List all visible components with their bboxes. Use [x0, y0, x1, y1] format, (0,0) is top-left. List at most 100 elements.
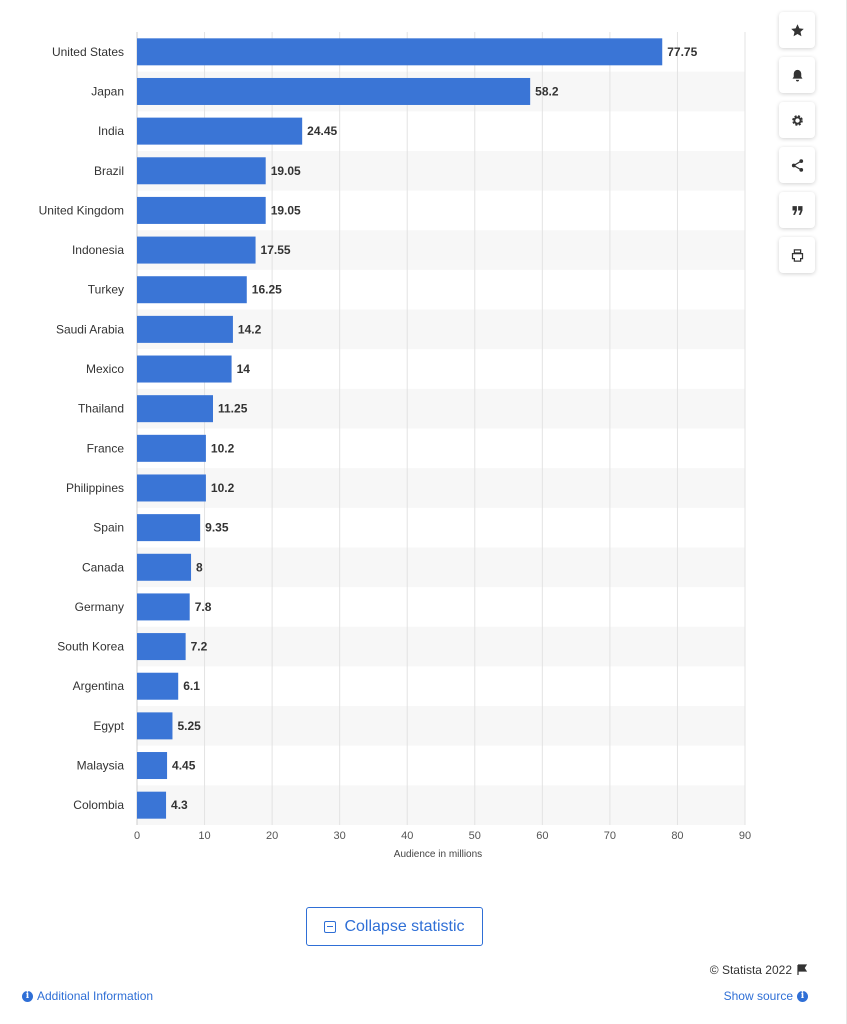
show-source-link[interactable]: Show source i	[724, 989, 808, 1003]
data-label: 7.8	[195, 600, 212, 614]
row-stripe	[137, 706, 745, 746]
row-stripe	[137, 626, 745, 667]
row-stripe	[137, 309, 745, 350]
data-label: 16.25	[252, 283, 282, 297]
category-label: Spain	[93, 521, 124, 535]
data-label: 77.75	[667, 45, 697, 59]
row-stripe	[137, 468, 745, 508]
data-label: 10.2	[211, 441, 235, 455]
print-icon	[791, 248, 803, 262]
row-stripe	[137, 785, 745, 825]
category-label: Egypt	[93, 719, 124, 733]
category-label: Malaysia	[77, 759, 125, 773]
bar	[137, 315, 233, 343]
notification-button[interactable]	[779, 57, 815, 93]
data-label: 58.2	[535, 84, 559, 98]
print-button[interactable]	[779, 237, 815, 273]
quote-icon	[792, 205, 802, 215]
copyright-text: © Statista 2022	[709, 963, 792, 977]
bar	[137, 752, 168, 780]
share-icon	[791, 158, 803, 172]
cite-button[interactable]	[779, 192, 815, 228]
side-toolbar	[779, 12, 821, 273]
category-label: Canada	[82, 560, 124, 574]
category-label: Turkey	[88, 283, 124, 297]
bar	[137, 276, 247, 304]
x-tick-label: 90	[739, 830, 751, 842]
favorite-button[interactable]	[779, 12, 815, 48]
x-axis-title: Audience in millions	[394, 849, 482, 860]
settings-button[interactable]	[779, 102, 815, 138]
x-tick-label: 60	[536, 830, 548, 842]
x-tick-label: 70	[604, 830, 616, 842]
category-label: France	[87, 441, 125, 455]
bar	[137, 791, 167, 819]
data-label: 5.25	[177, 719, 201, 733]
x-tick-label: 0	[134, 830, 140, 842]
share-button[interactable]	[779, 147, 815, 183]
bar	[137, 672, 179, 700]
category-label: Japan	[91, 84, 124, 98]
data-label: 6.1	[183, 679, 200, 693]
additional-information-label: Additional Information	[37, 989, 154, 1003]
bar	[137, 196, 266, 224]
data-label: 19.05	[271, 164, 301, 178]
data-label: 14	[237, 362, 251, 376]
bar	[137, 117, 303, 145]
category-label: Saudi Arabia	[56, 322, 124, 336]
info-icon: i	[797, 990, 808, 1002]
bar	[137, 236, 256, 264]
category-label: Argentina	[73, 679, 125, 693]
row-stripe	[137, 388, 745, 429]
copyright: © Statista 2022	[710, 963, 808, 977]
star-icon	[790, 23, 804, 36]
bar	[137, 395, 213, 423]
data-label: 10.2	[211, 481, 235, 495]
category-label: Colombia	[73, 798, 124, 812]
bar	[137, 77, 531, 105]
category-label: United Kingdom	[39, 203, 124, 217]
collapse-statistic-button[interactable]: Collapse statistic	[306, 907, 483, 946]
x-tick-label: 50	[469, 830, 481, 842]
show-source-label: Show source	[723, 989, 793, 1003]
data-label: 4.45	[172, 759, 196, 773]
info-icon: i	[22, 990, 33, 1002]
data-label: 19.05	[271, 203, 301, 217]
category-label: Brazil	[94, 164, 124, 178]
x-tick-label: 10	[198, 830, 210, 842]
additional-information-link[interactable]: i Additional Information	[22, 989, 153, 1003]
bar	[137, 434, 206, 462]
category-label: Germany	[75, 600, 124, 614]
bar-chart: 0 10 20 30 40 50 60 70 80 90 United States 77.75 Jap…	[39, 32, 751, 860]
data-label: 17.55	[261, 243, 291, 257]
flag-icon[interactable]	[796, 964, 808, 976]
category-label: Mexico	[86, 362, 124, 376]
row-stripe	[137, 547, 745, 588]
bar	[137, 157, 266, 185]
category-label: United States	[52, 45, 124, 59]
x-tick-label: 40	[401, 830, 413, 842]
category-label: Philippines	[66, 481, 124, 495]
x-tick-label: 20	[266, 830, 278, 842]
category-label: Thailand	[78, 402, 124, 416]
collapse-label: Collapse statistic	[344, 917, 465, 935]
bar	[137, 38, 663, 66]
bar	[137, 633, 186, 661]
bar	[137, 474, 206, 502]
data-label: 8	[196, 560, 203, 574]
bar	[137, 355, 232, 383]
bar	[137, 593, 190, 621]
x-tick-label: 80	[671, 830, 683, 842]
gear-icon	[791, 114, 803, 126]
data-label: 11.25	[218, 402, 248, 416]
x-tick-label: 30	[334, 830, 346, 842]
category-label: India	[98, 124, 124, 138]
collapse-icon	[324, 920, 337, 933]
bar	[137, 553, 192, 581]
data-label: 14.2	[238, 322, 262, 336]
data-label: 24.45	[307, 124, 337, 138]
bell-icon	[792, 69, 802, 81]
bar	[137, 514, 201, 542]
category-label: Indonesia	[72, 243, 124, 257]
